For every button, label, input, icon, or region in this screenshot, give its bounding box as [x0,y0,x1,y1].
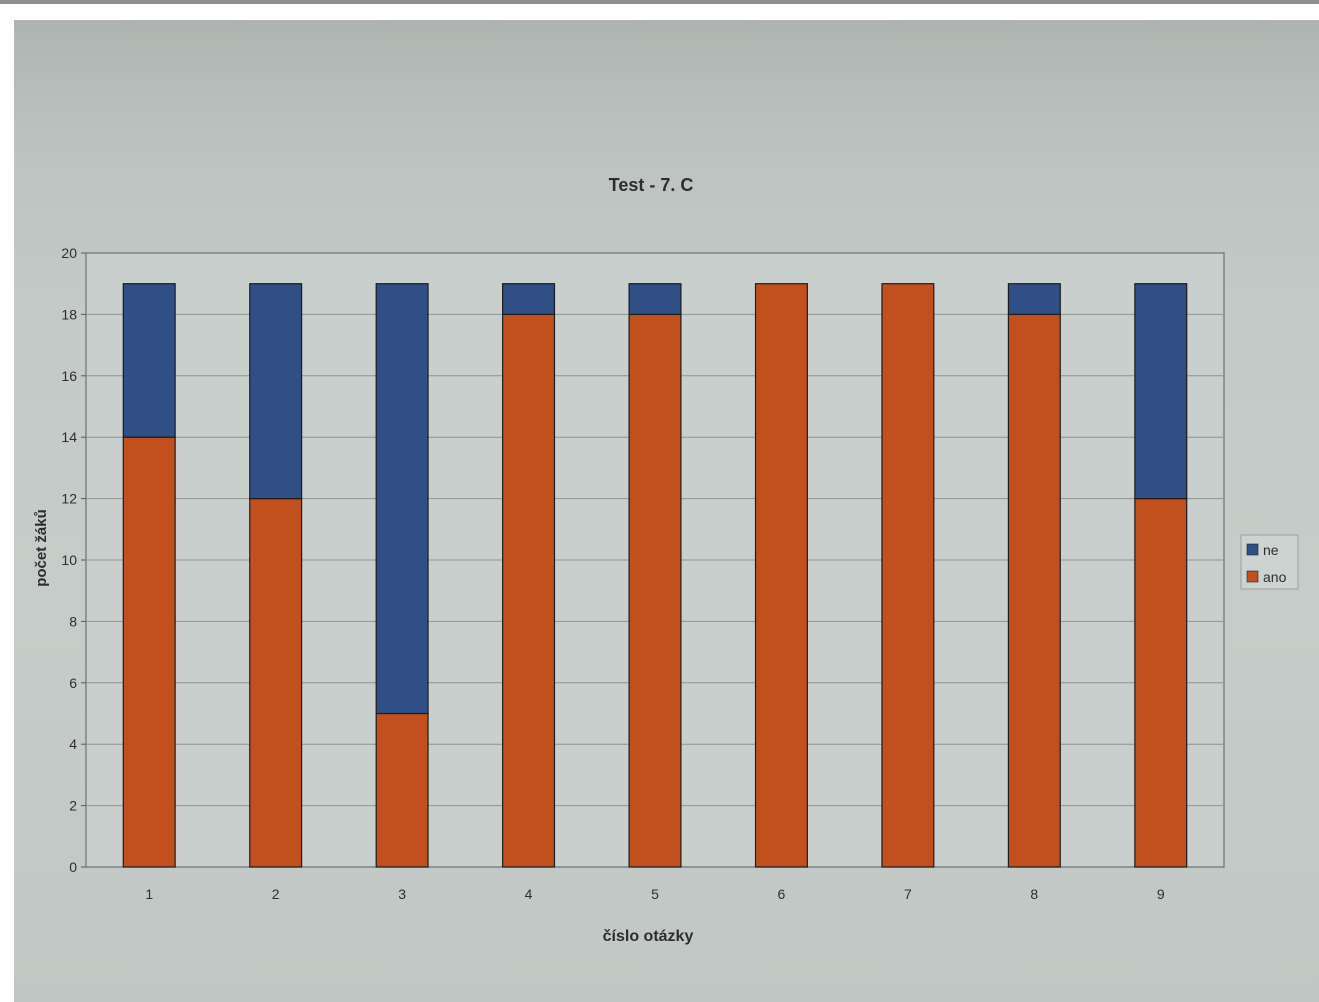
x-tick-label: 2 [272,886,280,902]
legend: ne ano [1240,534,1299,590]
x-tick-label: 1 [145,886,153,902]
bars [122,283,1188,868]
y-tick-label: 0 [69,859,77,875]
bar-ne-9 [1134,283,1188,500]
x-tick-label: 8 [1030,886,1038,902]
y-tick-label: 16 [61,368,77,384]
bar-ne-2 [249,283,303,500]
y-tick-label: 8 [69,613,77,629]
y-tick-label: 2 [69,798,77,814]
bar-ano-8 [1007,313,1061,868]
top-border [0,0,1319,4]
bar-ano-7 [881,283,935,868]
y-tick-label: 12 [61,491,77,507]
x-tick-label: 4 [525,886,533,902]
x-tick-label: 6 [778,886,786,902]
x-tick-label: 9 [1157,886,1165,902]
x-tick-label: 7 [904,886,912,902]
bar-ne-1 [122,283,176,438]
y-tick-label: 18 [61,306,77,322]
bar-ano-1 [122,436,176,868]
bar-ano-5 [628,313,682,868]
y-tick-label: 10 [61,552,77,568]
bar-ano-9 [1134,498,1188,868]
x-tick-label: 5 [651,886,659,902]
legend-swatch-ano [1246,570,1259,583]
bar-ne-8 [1007,283,1061,316]
x-axis-ticks: 1 2 3 4 5 6 7 8 9 [145,886,1165,902]
bar-ne-4 [502,283,556,316]
legend-label-ne: ne [1263,542,1279,558]
y-tick-label: 20 [61,245,77,261]
y-tick-label: 4 [69,736,77,752]
bar-ano-2 [249,498,303,868]
bar-ano-6 [754,283,808,868]
y-tick-label: 14 [61,429,77,445]
bar-ano-4 [502,313,556,868]
bar-ne-5 [628,283,682,316]
bar-ne-3 [375,283,429,715]
legend-swatch-ne [1246,543,1259,556]
chart-title: Test - 7. C [609,175,694,195]
y-tick-label: 6 [69,675,77,691]
y-axis-label: počet žáků [33,509,50,587]
x-axis-label: číslo otázky [603,928,694,945]
bar-ano-3 [375,712,429,868]
y-axis-ticks: 0 2 4 6 8 10 12 14 16 18 20 [61,245,86,875]
legend-label-ano: ano [1263,569,1287,585]
x-tick-label: 3 [398,886,406,902]
